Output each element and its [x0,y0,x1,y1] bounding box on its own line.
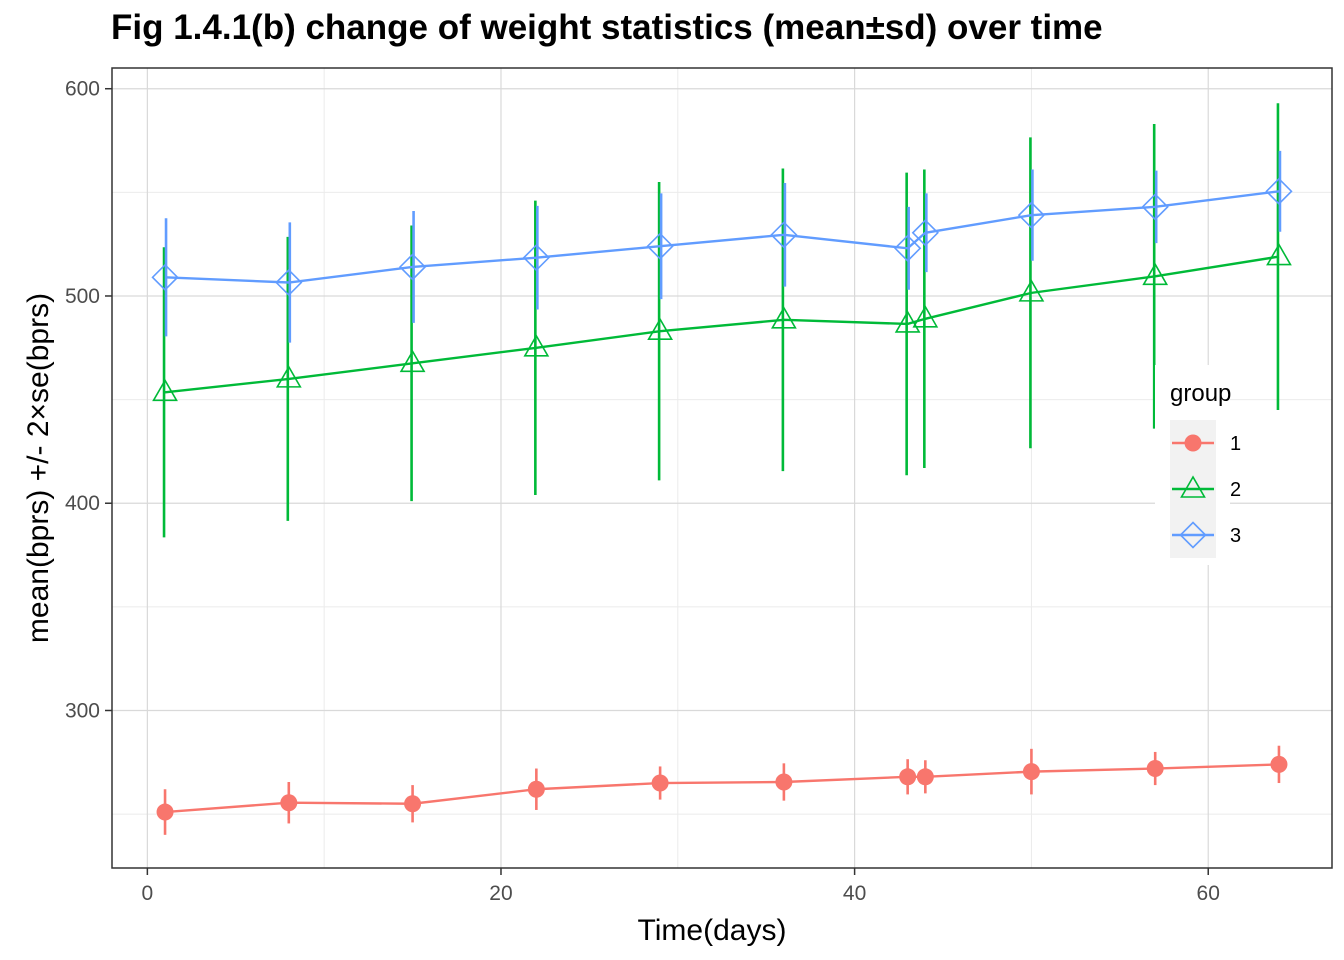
series-line [164,190,1280,284]
x-tick-label: 40 [843,882,866,905]
data-point [398,253,427,281]
data-point [1146,760,1164,778]
y-tick-label: 300 [65,699,100,722]
data-point [399,349,426,373]
legend-label: 2 [1230,479,1241,501]
x-tick-label: 0 [142,882,154,905]
legend-key-marker [1179,521,1207,549]
legend-key-marker [1184,434,1202,452]
data-point [770,221,798,249]
series-1 [156,745,1288,835]
data-point [151,263,179,291]
series-line [164,255,1280,394]
data-point [912,305,939,328]
x-tick-label: 20 [489,882,512,905]
data-point [1266,242,1292,266]
data-point [152,378,178,402]
y-tick-label: 600 [65,78,100,101]
data-point [771,306,797,329]
data-point [1141,193,1169,221]
legend-title: group [1170,380,1231,407]
data-point [646,232,674,260]
legend-label: 1 [1230,433,1241,455]
data-point [404,795,422,813]
series-3 [151,150,1293,343]
legend-key-marker [1180,475,1206,498]
x-axis-ticks: 0 20 40 60 [142,868,1220,905]
x-tick-label: 60 [1197,882,1220,905]
data-point [1017,201,1046,229]
data-point [1270,755,1288,773]
data-point [916,768,934,786]
legend: group 1 2 3 [1155,365,1241,565]
data-point [527,780,545,798]
minor-gridlines [112,68,1332,868]
data-point [1018,279,1045,302]
data-point [911,219,939,247]
data-point [275,268,303,297]
data-point [1022,763,1040,781]
data-point [280,794,298,812]
data-point [156,803,174,821]
y-axis-ticks: 300 400 500 600 [65,78,112,722]
legend-item: 3 [1170,512,1241,558]
data-point [647,317,673,341]
major-gridlines [112,68,1332,868]
y-tick-label: 500 [65,285,100,308]
legend-item: 1 [1170,420,1241,466]
chart-title: Fig 1.4.1(b) change of weight statistics… [111,8,1103,47]
panel-border [111,67,1333,869]
series-line [164,763,1279,814]
data-point [1265,177,1293,205]
data-point [894,234,922,262]
x-axis-title: Time(days) [638,914,787,947]
data-point [523,334,550,357]
data-point [899,768,917,786]
y-tick-label: 400 [65,492,100,515]
data-point [522,244,550,272]
data-point [1142,262,1169,286]
legend-label: 3 [1230,525,1241,547]
data-point [275,365,302,388]
data-point [651,774,669,792]
data-point [894,310,921,333]
data-point [775,773,793,791]
series-2 [152,103,1292,538]
y-axis-title: mean(bprs) +/- 2×se(bprs) [22,293,55,643]
legend-item: 2 [1170,466,1241,512]
series-layer [151,103,1293,835]
